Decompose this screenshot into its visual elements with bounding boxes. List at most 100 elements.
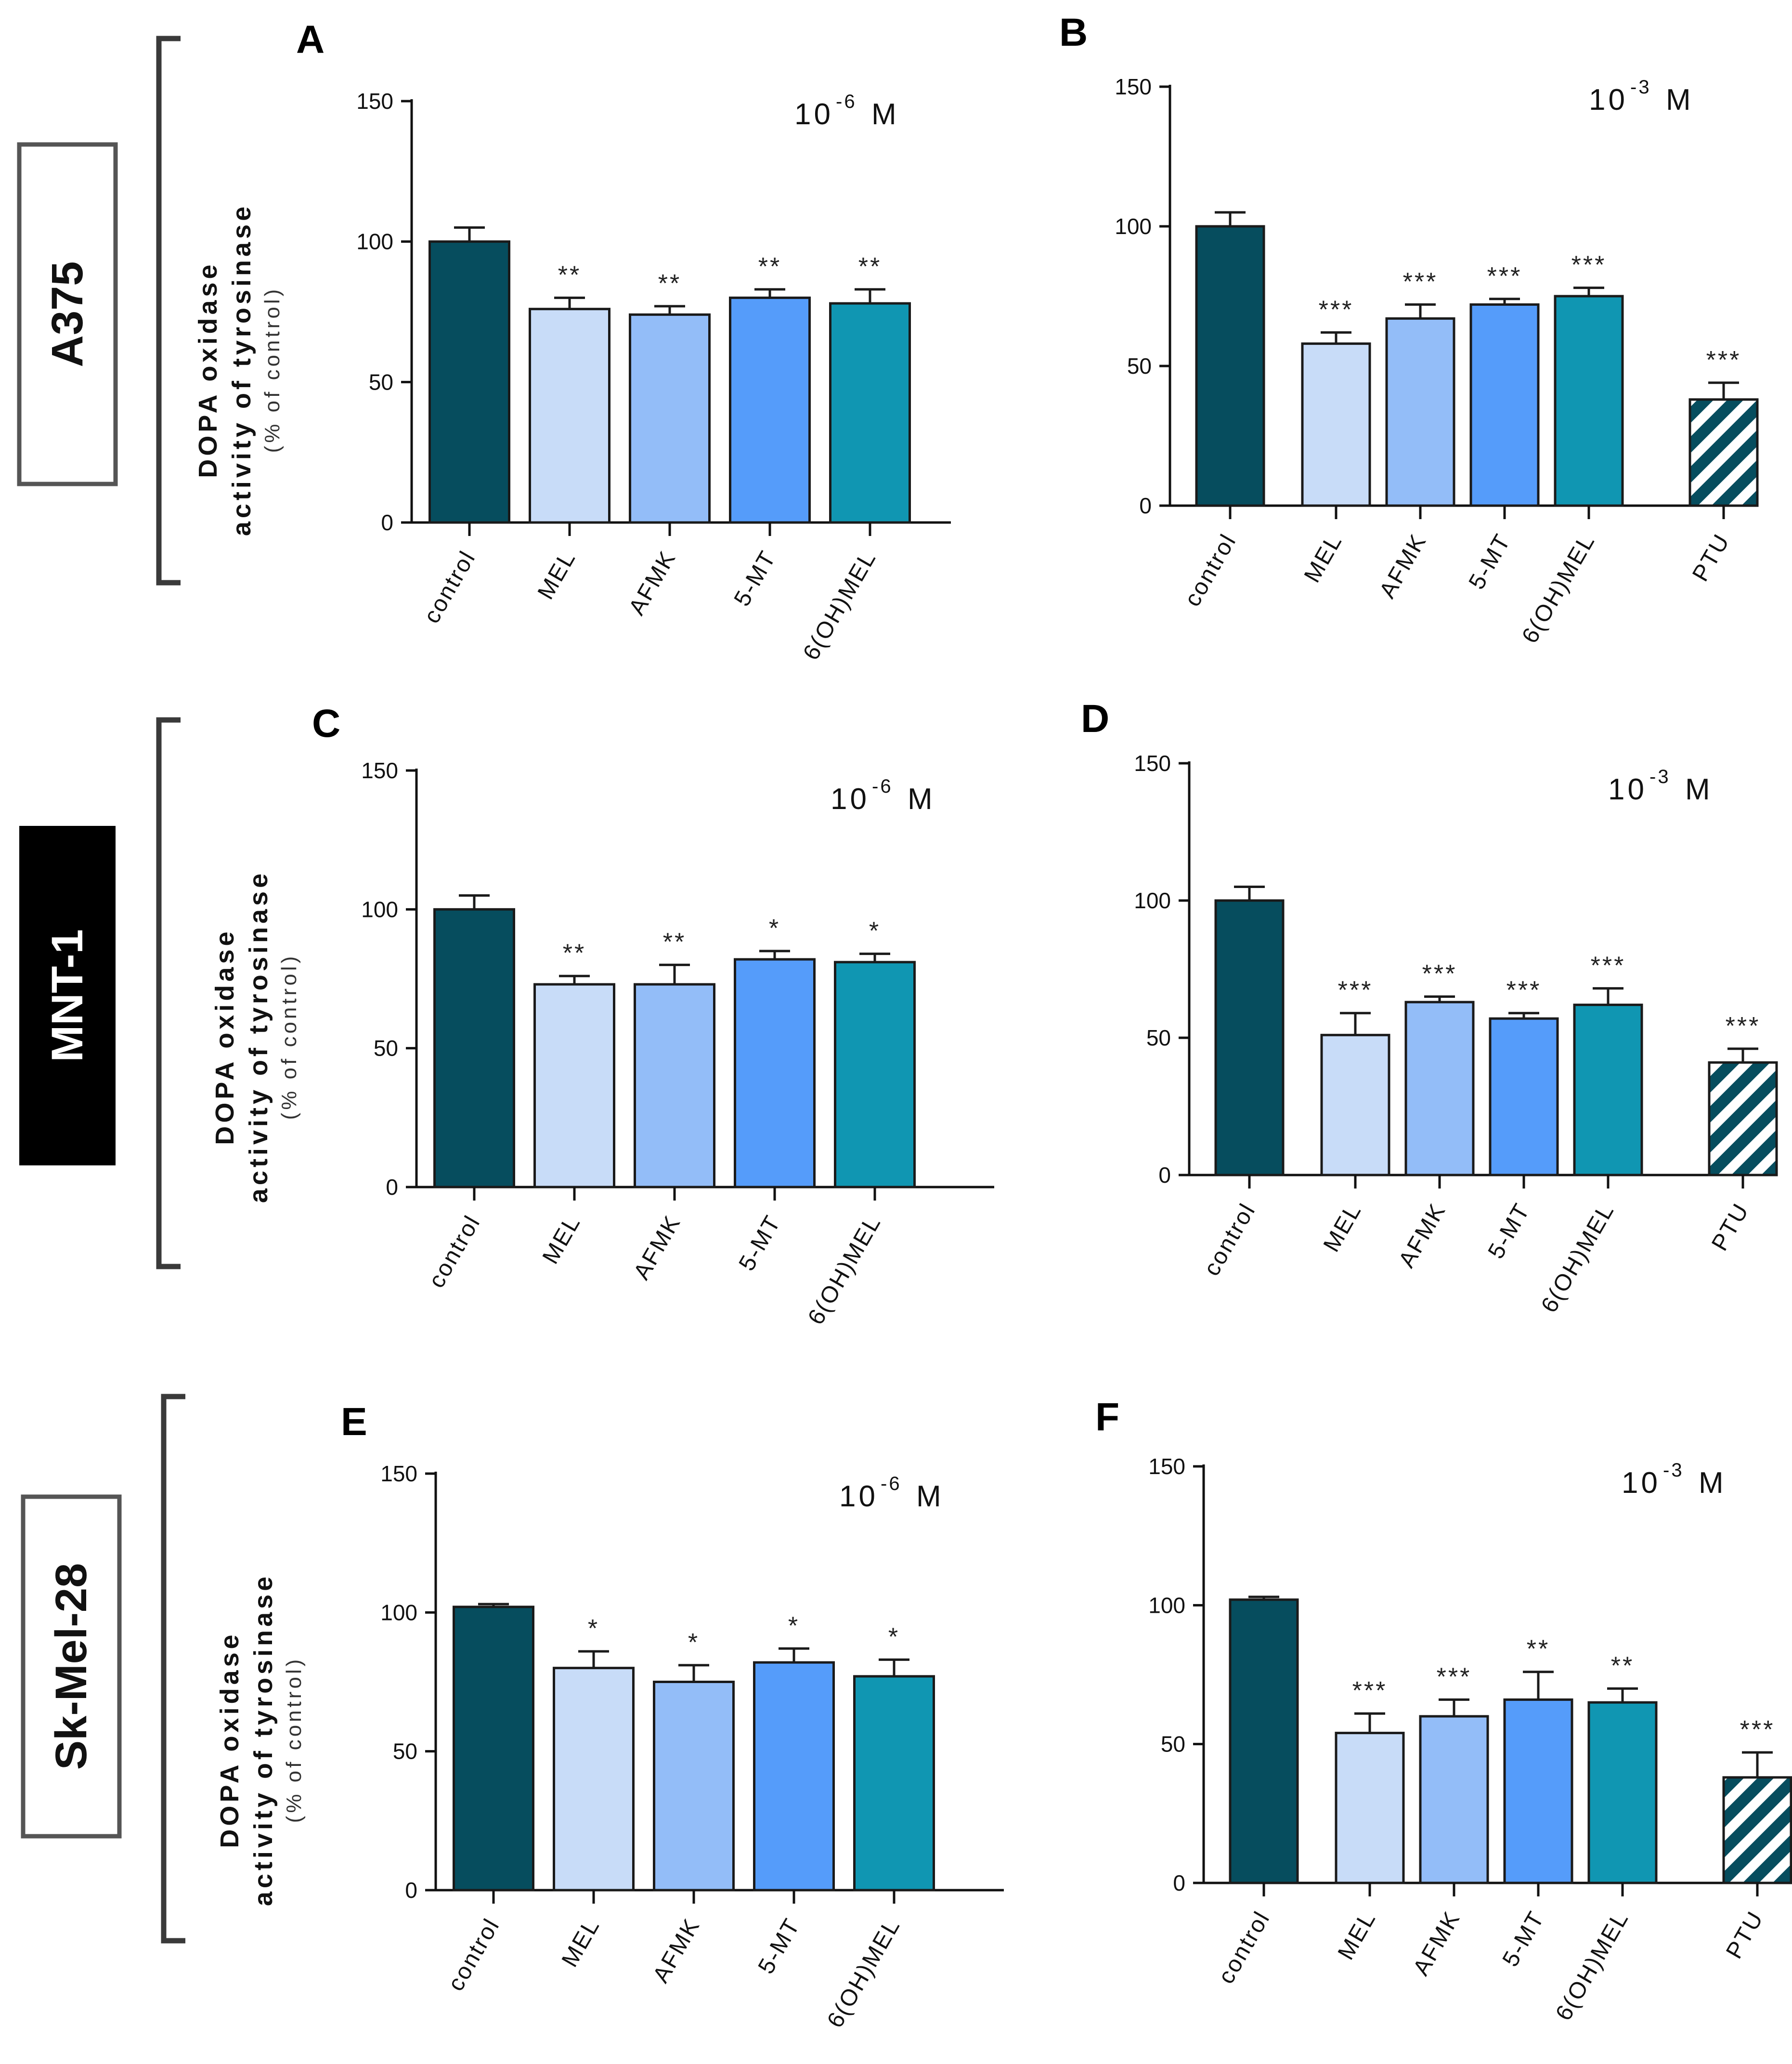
bar-AFMK <box>1404 1001 1475 1176</box>
cell-line-label: MNT-1 <box>43 929 92 1062</box>
significance-marker: * <box>869 917 881 945</box>
x-tick-label: control <box>424 1211 485 1292</box>
significance-marker: *** <box>1437 1663 1472 1691</box>
concentration-base: 10 <box>831 783 870 816</box>
y-tick-label: 150 <box>1148 1454 1185 1479</box>
significance-marker: *** <box>1422 960 1457 988</box>
y-axis-label-line2: activity of tyrosinase <box>249 1573 278 1906</box>
concentration-exponent: -3 <box>1649 766 1671 787</box>
bar-control <box>1229 1598 1299 1884</box>
x-tick-label: MEL <box>533 546 581 604</box>
x-tick-label: 6(OH)MEL <box>798 546 882 665</box>
y-axis-label-line3: (% of control) <box>282 1657 306 1823</box>
concentration-base: 10 <box>839 1480 878 1513</box>
y-tick-label: 50 <box>1146 1025 1171 1050</box>
x-tick-label: 6(OH)MEL <box>1517 529 1600 648</box>
bar-5-MT <box>729 296 811 524</box>
y-tick-label: 100 <box>380 1600 417 1625</box>
bar-MEL <box>1320 1033 1390 1176</box>
cell-line-box <box>19 826 116 1165</box>
x-tick-label: control <box>1199 1199 1260 1280</box>
y-tick-label: 150 <box>1134 751 1171 776</box>
panel-C: C 10 -6 M DOPA oxidase activity of tyrosinase… <box>210 702 994 1329</box>
cell-line-box <box>21 1494 122 1839</box>
bar-6(OH)MEL <box>1554 295 1624 507</box>
x-tick-label: PTU <box>1688 529 1735 586</box>
significance-marker: *** <box>1740 1716 1775 1744</box>
bar-AFMK <box>1419 1715 1489 1884</box>
x-tick-label: AFMK <box>1375 529 1432 602</box>
significance-marker: ** <box>558 261 581 289</box>
x-tick-label: AFMK <box>624 546 681 619</box>
significance-marker: *** <box>1403 268 1438 296</box>
y-axis-label-line2: activity of tyrosinase <box>244 870 273 1203</box>
bar-AFMK <box>634 983 715 1189</box>
concentration-exponent: -3 <box>1630 77 1651 98</box>
panel-E: E 10 -6 M DOPA oxidase activity of tyrosinase… <box>215 1400 1004 2032</box>
bar-6(OH)MEL <box>834 961 916 1189</box>
y-tick-label: 50 <box>1127 353 1152 379</box>
bar-6(OH)MEL <box>853 1675 935 1892</box>
bar-MEL <box>1335 1732 1405 1884</box>
y-tick-label: 0 <box>1158 1163 1171 1188</box>
bar-5-MT <box>1489 1017 1559 1176</box>
significance-marker: *** <box>1352 1677 1388 1705</box>
x-tick-label: 5-MT <box>734 1211 786 1275</box>
x-tick-label: MEL <box>557 1914 605 1972</box>
bar-control <box>453 1606 534 1892</box>
x-tick-label: MEL <box>1299 529 1348 587</box>
y-tick-label: 0 <box>386 1175 398 1200</box>
bar-control <box>433 908 515 1189</box>
concentration-unit: M <box>1699 1466 1724 1500</box>
panel-letter: B <box>1059 11 1088 54</box>
significance-marker: * <box>788 1612 800 1640</box>
x-tick-label: AFMK <box>648 1914 705 1987</box>
x-tick-label: 5-MT <box>753 1914 805 1978</box>
x-tick-label: MEL <box>538 1211 586 1268</box>
row-bracket <box>156 717 181 1269</box>
concentration-label: 10 -3 M <box>1622 1460 1724 1500</box>
bar-control <box>1195 225 1265 507</box>
y-tick-label: 0 <box>1139 493 1152 518</box>
significance-marker: *** <box>1591 952 1626 980</box>
panel-letter: E <box>341 1400 367 1444</box>
y-tick-label: 50 <box>374 1036 398 1061</box>
concentration-label: 10 -6 M <box>794 91 896 131</box>
significance-marker: *** <box>1706 346 1741 374</box>
x-tick-label: 6(OH)MEL <box>822 1914 906 2032</box>
row-bracket <box>161 1394 185 1944</box>
concentration-label: 10 -6 M <box>831 776 933 816</box>
x-tick-label: AFMK <box>1408 1907 1466 1980</box>
significance-marker: *** <box>1319 296 1354 324</box>
bar-6(OH)MEL <box>1587 1701 1658 1884</box>
cell-line-label: Sk-Mel-28 <box>47 1563 96 1770</box>
concentration-label: 10 -6 M <box>839 1473 941 1513</box>
x-tick-label: control <box>419 546 480 627</box>
bar-AFMK <box>1385 317 1455 507</box>
bar-PTU <box>1688 398 1759 507</box>
panel-letter: D <box>1081 697 1109 741</box>
concentration-exponent: -6 <box>881 1473 902 1494</box>
y-axis-label: DOPA oxidase activity of tyrosinase (% of … <box>215 1573 306 1906</box>
concentration-exponent: -6 <box>872 776 893 797</box>
x-tick-label: MEL <box>1333 1907 1381 1964</box>
concentration-base: 10 <box>794 98 833 131</box>
significance-marker: ** <box>858 253 882 281</box>
concentration-exponent: -6 <box>836 91 857 112</box>
y-tick-label: 50 <box>1161 1732 1185 1757</box>
x-tick-label: PTU <box>1707 1199 1754 1255</box>
cell-line-box <box>17 142 118 486</box>
significance-marker: *** <box>1571 251 1607 279</box>
panel-B: B 10 -3 M 0 50 100 150 control *** MEL *** AFMK *** 5-… <box>1059 11 1759 648</box>
y-tick-label: 150 <box>1115 74 1152 99</box>
y-tick-label: 100 <box>356 229 393 254</box>
bar-MEL <box>533 983 615 1189</box>
y-tick-label: 150 <box>356 89 393 114</box>
y-tick-label: 100 <box>1134 888 1171 913</box>
concentration-label: 10 -3 M <box>1608 766 1710 806</box>
row-1: A375 <box>17 36 181 586</box>
bar-MEL <box>529 308 610 524</box>
significance-marker: * <box>588 1615 599 1643</box>
significance-marker: * <box>888 1623 900 1651</box>
x-tick-label: MEL <box>1319 1199 1367 1256</box>
